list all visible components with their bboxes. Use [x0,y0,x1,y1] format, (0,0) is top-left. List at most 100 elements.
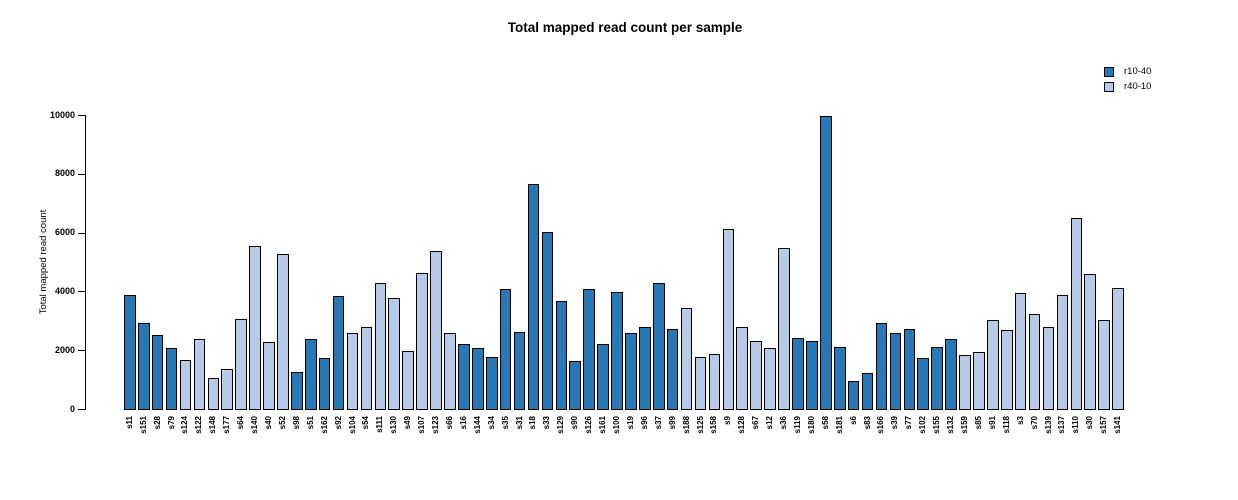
x-tick-label-s96: s96 [639,416,649,430]
x-tick-label-s122: s122 [194,416,204,434]
x-tick-label-s6: s6 [848,416,858,425]
x-tick-label-s139: s139 [1043,416,1053,434]
bar-s119 [792,337,804,410]
bar-s16 [458,343,470,410]
bar-s28 [151,334,164,410]
x-tick-label-s91: s91 [987,416,997,430]
y-tick-mark [78,291,85,293]
x-tick-label-s124: s124 [180,416,190,434]
x-tick-label-s100: s100 [612,416,621,434]
x-tick-label-s31: s31 [514,416,524,430]
legend-label: r40-10 [1124,81,1152,92]
bar-s66 [444,333,456,410]
bar-s139 [1042,327,1055,410]
y-tick-label: 6000 [54,227,75,238]
x-tick-label-s37: s37 [653,416,663,430]
bar-s31 [513,331,526,410]
x-tick-label-s128: s128 [737,416,747,434]
x-tick-label-s126: s126 [584,416,594,434]
bar-s30 [1084,274,1097,410]
x-tick-label-s83: s83 [862,416,872,430]
y-tick-label: 0 [69,403,75,414]
bar-s188 [680,308,693,410]
x-tick-label-s125: s125 [695,416,705,434]
y-tick-label: 8000 [54,168,75,179]
x-tick-label-s132: s132 [946,416,956,434]
x-tick-label-s119: s119 [792,416,802,434]
bar-s99 [666,328,679,410]
bar-s155 [931,346,943,410]
x-tick-label-s9: s9 [723,416,733,425]
legend-swatch-r40-10 [1104,81,1114,92]
y-tick-mark [78,173,85,175]
x-tick-label-s104: s104 [347,416,357,434]
x-tick-label-s11: s11 [124,416,134,429]
x-tick-label-s161: s161 [598,416,608,434]
bar-s37 [652,283,665,410]
x-tick-label-s58: s58 [820,416,830,430]
x-tick-label-s92: s92 [333,416,343,430]
x-tick-label-s66: s66 [444,416,454,430]
x-tick-label-s28: s28 [152,416,162,430]
bar-s36 [778,247,790,410]
bar-s11 [124,294,136,410]
bar-s96 [639,327,651,410]
legend-row-r40-10: r40-10 [1104,81,1151,92]
x-tick-label-s98: s98 [291,416,301,430]
y-tick-mark [78,350,85,352]
bar-s19 [625,333,637,410]
bar-s166 [875,322,888,410]
x-tick-label-s137: s137 [1057,416,1067,434]
x-tick-label-s77: s77 [904,416,914,430]
x-tick-label-s30: s30 [1085,416,1095,430]
x-tick-label-s102: s102 [918,416,928,434]
x-tick-label-s162: s162 [319,416,329,434]
x-tick-label-s111: s111 [375,416,385,433]
x-tick-label-s148: s148 [208,416,218,434]
x-tick-label-s54: s54 [361,416,371,430]
bar-s102 [917,358,930,410]
x-tick-label-s85: s85 [973,416,983,430]
bar-s181 [833,346,846,410]
x-tick-label-s110: s110 [1071,416,1081,434]
bar-s107 [416,272,428,410]
x-tick-label-s155: s155 [932,416,942,434]
y-axis-title: Total mapped read count [38,209,49,315]
bar-s54 [360,327,373,410]
x-tick-label-s107: s107 [417,416,427,434]
bar-s90 [569,361,582,410]
bar-s144 [472,348,484,410]
x-tick-label-s18: s18 [528,416,538,430]
bar-s64 [235,318,247,410]
x-tick-label-s39: s39 [890,416,900,430]
bar-s3 [1014,293,1027,410]
x-tick-label-s19: s19 [625,416,635,430]
x-tick-label-s35: s35 [500,416,510,430]
bar-s77 [903,328,916,410]
bar-s18 [527,184,540,410]
y-tick-label: 4000 [54,285,75,296]
bar-s141 [1112,287,1124,410]
bar-s58 [820,116,832,410]
y-tick-mark [78,115,85,116]
bar-s126 [583,289,595,410]
bar-s110 [1070,218,1083,410]
x-tick-label-s33: s33 [542,416,552,430]
bar-s137 [1056,294,1069,410]
bar-s162 [318,358,331,410]
y-tick-mark [78,232,85,234]
y-tick-label: 2000 [54,344,75,355]
x-tick-label-s118: s118 [1001,416,1011,434]
bar-s130 [388,297,401,410]
x-tick-label-s177: s177 [222,416,232,434]
bar-s100 [611,292,623,410]
bar-s52 [277,253,289,410]
bar-s83 [861,373,874,410]
bar-s125 [694,356,707,410]
x-tick-label-s40: s40 [264,416,273,430]
bar-s129 [555,300,568,410]
bar-s92 [332,296,345,410]
y-tick-mark [78,409,85,410]
x-tick-label-s12: s12 [765,416,775,430]
